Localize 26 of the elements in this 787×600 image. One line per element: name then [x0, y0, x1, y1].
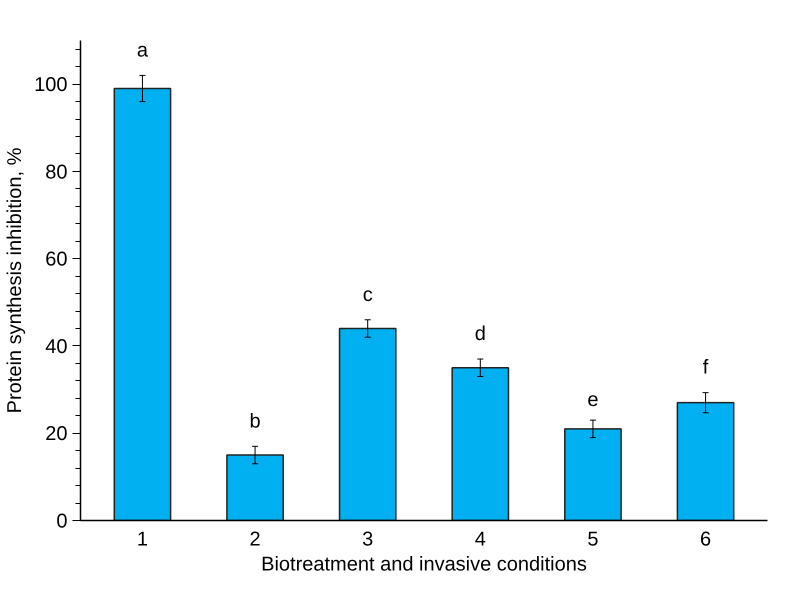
- y-tick-label: 20: [45, 423, 68, 446]
- y-tick-label: 40: [45, 336, 68, 358]
- x-tick-label: 6: [700, 528, 712, 550]
- y-tick-label: 60: [45, 248, 68, 271]
- y-tick-label: 80: [45, 161, 68, 184]
- bar: [676, 402, 734, 520]
- annotation: c: [362, 284, 373, 306]
- bar: [226, 454, 284, 520]
- x-tick-label: 2: [250, 528, 261, 550]
- y-axis-title: Protein synthesis inhibition, %: [4, 147, 26, 414]
- annotation: b: [250, 410, 261, 432]
- bar: [564, 428, 622, 520]
- x-tick-label: 3: [362, 528, 374, 550]
- y-tick-label: 100: [34, 74, 68, 96]
- bar: [114, 88, 172, 520]
- x-tick-label: 4: [474, 528, 486, 550]
- bar: [451, 367, 510, 520]
- x-axis-title: Biotreatment and invasive conditions: [261, 554, 587, 576]
- x-tick-label: 1: [136, 528, 148, 550]
- annotation: d: [474, 323, 486, 346]
- annotation: e: [587, 389, 598, 412]
- annotation: f: [702, 356, 709, 379]
- annotation: a: [136, 39, 149, 62]
- y-tick-label: 0: [56, 510, 68, 532]
- x-tick-label: 5: [587, 528, 598, 550]
- bar: [338, 328, 397, 520]
